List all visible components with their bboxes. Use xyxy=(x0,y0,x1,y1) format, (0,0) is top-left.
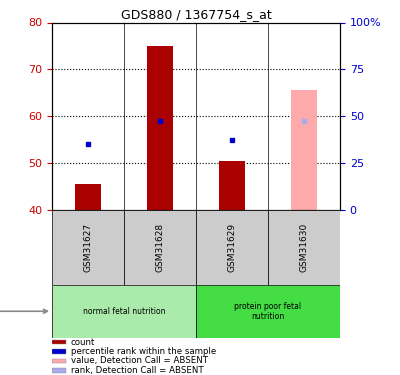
Text: growth protocol: growth protocol xyxy=(0,306,47,316)
Bar xyxy=(196,210,268,285)
Bar xyxy=(76,184,101,210)
Text: GSM31628: GSM31628 xyxy=(156,223,164,272)
Title: GDS880 / 1367754_s_at: GDS880 / 1367754_s_at xyxy=(121,8,271,21)
Text: rank, Detection Call = ABSENT: rank, Detection Call = ABSENT xyxy=(71,366,203,375)
Text: GSM31627: GSM31627 xyxy=(84,223,92,272)
Bar xyxy=(52,340,66,344)
Bar xyxy=(268,210,340,285)
Bar xyxy=(147,46,173,210)
Text: percentile rank within the sample: percentile rank within the sample xyxy=(71,347,216,356)
Text: protein poor fetal
nutrition: protein poor fetal nutrition xyxy=(234,302,302,321)
Bar xyxy=(52,285,196,338)
Bar xyxy=(52,368,66,373)
Text: GSM31629: GSM31629 xyxy=(228,223,236,272)
Bar xyxy=(124,210,196,285)
Bar xyxy=(52,350,66,354)
Text: normal fetal nutrition: normal fetal nutrition xyxy=(83,307,165,316)
Text: count: count xyxy=(71,338,95,346)
Text: GSM31630: GSM31630 xyxy=(300,223,308,272)
Bar xyxy=(219,161,245,210)
Text: value, Detection Call = ABSENT: value, Detection Call = ABSENT xyxy=(71,356,208,365)
Bar xyxy=(52,210,124,285)
Bar xyxy=(52,358,66,363)
Bar xyxy=(291,90,317,210)
Bar xyxy=(196,285,340,338)
